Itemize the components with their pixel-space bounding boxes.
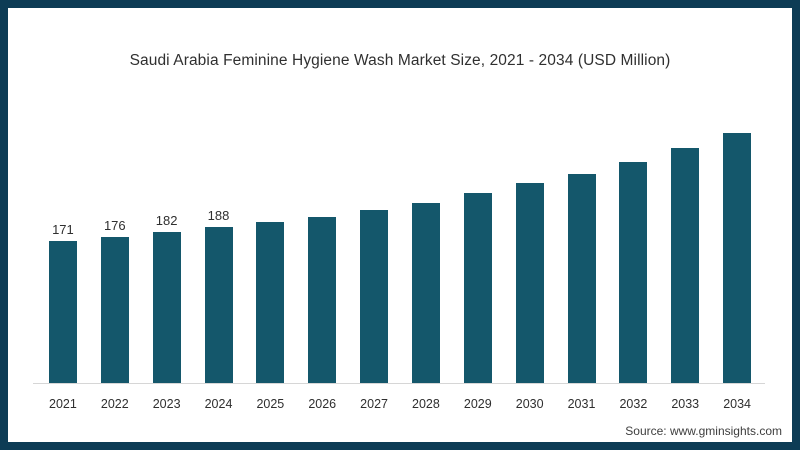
bar-value-label: 171 (52, 222, 74, 237)
bar-column (504, 183, 556, 383)
bar-column (659, 148, 711, 383)
bars-container: 171 176 182 188 (37, 103, 763, 383)
bar-column (607, 162, 659, 383)
bar-column (452, 193, 504, 383)
bar (204, 227, 233, 383)
x-tick-label: 2030 (515, 397, 544, 411)
x-axis-labels: 2021 2022 2023 2024 2025 2026 2027 2028 2029 2030… (37, 397, 763, 411)
bar-column: 171 (37, 222, 89, 383)
x-tick-label: 2032 (619, 397, 648, 411)
x-axis-line (33, 383, 765, 384)
bar (100, 237, 129, 383)
x-tick-label: 2022 (100, 397, 129, 411)
x-tick-label: 2027 (360, 397, 388, 411)
bar (308, 217, 337, 383)
x-tick-label: 2025 (256, 397, 285, 411)
bar-column (244, 222, 296, 383)
bar-column (400, 203, 452, 383)
bar (360, 210, 389, 383)
bar-column (348, 210, 400, 383)
x-tick-label: 2028 (412, 397, 440, 411)
bar (567, 174, 596, 383)
bar-column (711, 133, 763, 383)
bar-value-label: 182 (155, 213, 178, 228)
bar (48, 241, 77, 383)
bar (463, 193, 492, 383)
bar-value-label: 188 (207, 208, 230, 223)
bar (619, 162, 648, 383)
source-attribution: Source: www.gminsights.com (625, 424, 782, 438)
x-tick-label: 2023 (152, 397, 181, 411)
x-tick-label: 2021 (49, 397, 77, 411)
x-tick-label: 2031 (567, 397, 596, 411)
bar-value-label: 176 (103, 218, 126, 233)
x-tick-label: 2034 (723, 397, 751, 411)
x-tick-label: 2033 (671, 397, 700, 411)
bar-column (556, 174, 608, 383)
bar-column: 182 (141, 213, 193, 383)
chart-title: Saudi Arabia Feminine Hygiene Wash Marke… (129, 52, 671, 69)
bar-column: 188 (193, 208, 245, 383)
bar (256, 222, 285, 383)
bar (152, 232, 181, 383)
bar (723, 133, 752, 383)
x-tick-label: 2029 (463, 397, 492, 411)
x-tick-label: 2026 (308, 397, 337, 411)
bar (671, 148, 700, 383)
bar (411, 203, 440, 383)
bar-column: 176 (89, 218, 141, 383)
bar-column (296, 217, 348, 383)
x-tick-label: 2024 (204, 397, 233, 411)
bar (515, 183, 544, 383)
